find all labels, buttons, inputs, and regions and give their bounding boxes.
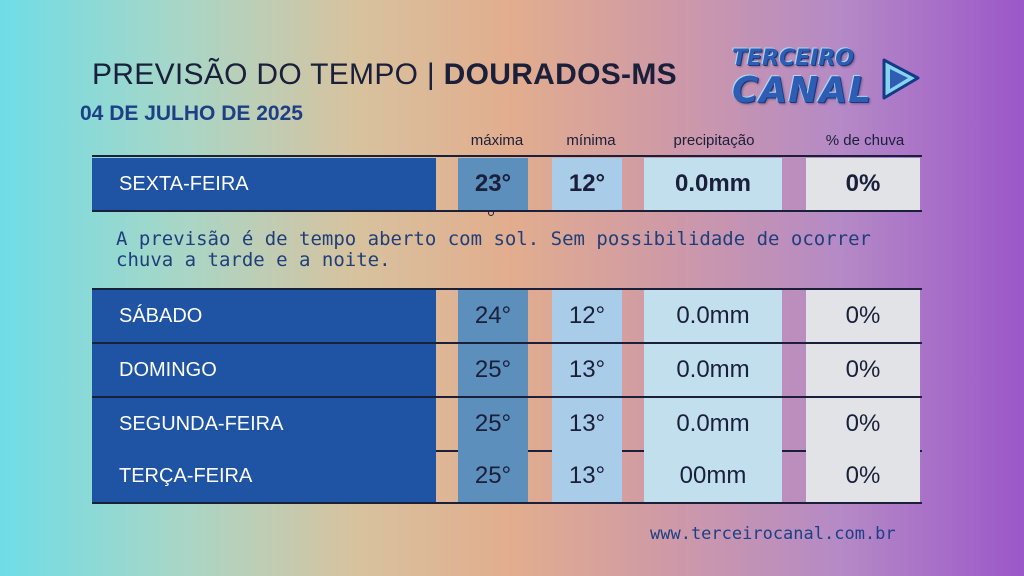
divider [92, 210, 922, 212]
forecast-row: SÁBADO 24° 12° 0.0mm 0% [92, 290, 922, 342]
min-temp: 13° [552, 398, 622, 450]
min-temp: 12° [552, 158, 622, 210]
terceiro-canal-logo: TERCEIRO CANAL [728, 44, 928, 114]
min-temp: 12° [552, 290, 622, 342]
forecast-row: TERÇA-FEIRA 25° 13° 00mm 0% [92, 450, 922, 502]
rain-chance: 0% [806, 450, 920, 502]
precipitation: 0.0mm [644, 158, 782, 210]
rain-chance: 0% [806, 398, 920, 450]
forecast-date: 04 DE JULHO DE 2025 [80, 102, 303, 125]
column-header-precip: precipitação [673, 132, 755, 149]
day-label: SEXTA-FEIRA [92, 158, 436, 210]
title-city: DOURADOS-MS [443, 58, 677, 91]
forecast-description: A previsão é de tempo aberto com sol. Se… [116, 228, 871, 271]
column-header-max: máxima [470, 132, 524, 149]
logo-line2: CANAL [732, 70, 873, 111]
today-row: SEXTA-FEIRA 23° 12° 0.0mm 0% [92, 158, 922, 210]
divider [92, 155, 922, 157]
max-temp: 23° [458, 158, 528, 210]
max-temp: 24° [458, 290, 528, 342]
max-temp: 25° [458, 344, 528, 396]
day-label: TERÇA-FEIRA [92, 450, 436, 502]
day-label: SÁBADO [92, 290, 436, 342]
min-temp: 13° [552, 450, 622, 502]
divider [92, 396, 922, 398]
column-header-rain-pct: % de chuva [825, 132, 905, 149]
play-icon [882, 58, 920, 100]
column-header-min: mínima [566, 132, 616, 149]
page-title: PREVISÃO DO TEMPO | DOURADOS-MS [92, 58, 677, 92]
day-label: DOMINGO [92, 344, 436, 396]
degree-mark [488, 210, 494, 216]
logo-line1: TERCEIRO [732, 46, 854, 71]
precipitation: 00mm [644, 450, 782, 502]
rain-chance: 0% [806, 290, 920, 342]
min-temp: 13° [552, 344, 622, 396]
max-temp: 25° [458, 450, 528, 502]
title-prefix: PREVISÃO DO TEMPO | [92, 58, 444, 91]
divider [92, 288, 922, 290]
rain-chance: 0% [806, 158, 920, 210]
precipitation: 0.0mm [644, 290, 782, 342]
precipitation: 0.0mm [644, 398, 782, 450]
max-temp: 25° [458, 398, 528, 450]
divider [92, 502, 922, 504]
rain-chance: 0% [806, 344, 920, 396]
website-url[interactable]: www.terceirocanal.com.br [650, 524, 896, 544]
forecast-row: SEGUNDA-FEIRA 25° 13° 0.0mm 0% [92, 398, 922, 450]
forecast-row: DOMINGO 25° 13° 0.0mm 0% [92, 344, 922, 396]
day-label: SEGUNDA-FEIRA [92, 398, 436, 450]
precipitation: 0.0mm [644, 344, 782, 396]
divider [92, 342, 922, 344]
